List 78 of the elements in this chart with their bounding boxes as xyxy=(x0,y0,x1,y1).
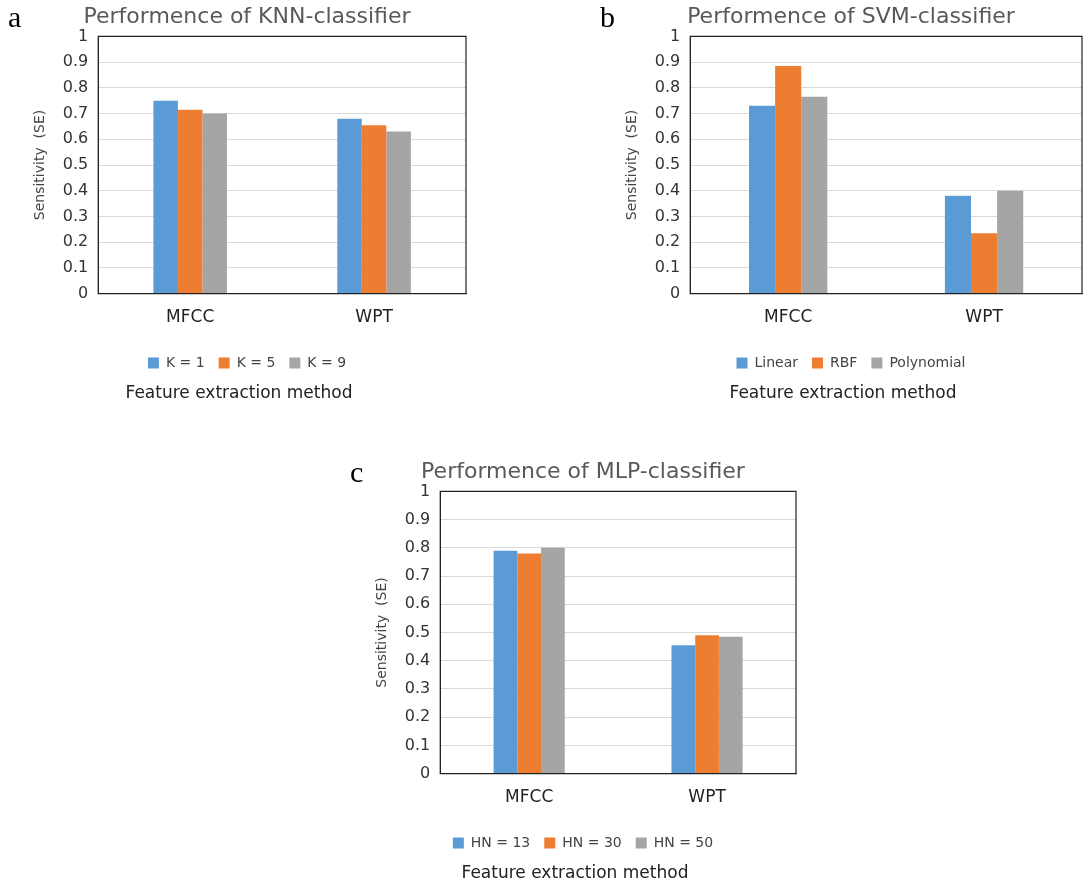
legend-label: HN = 50 xyxy=(653,833,714,850)
y-tick-label: 0.5 xyxy=(62,154,89,174)
bar xyxy=(541,547,565,774)
y-tick-label: 0.7 xyxy=(404,565,431,585)
y-axis-title: Sensitivity (SE) xyxy=(373,577,390,688)
bar xyxy=(386,131,411,294)
x-axis-title: Feature extraction method xyxy=(728,382,958,402)
legend-label: Linear xyxy=(754,353,799,370)
y-tick-label: 0.1 xyxy=(654,257,681,277)
legend-label: K = 1 xyxy=(165,353,205,370)
x-axis-title: Feature extraction method xyxy=(460,862,690,882)
x-tick-label: MFCC xyxy=(764,306,813,327)
y-tick-label: 0.4 xyxy=(404,649,431,669)
bar xyxy=(361,125,387,294)
bar xyxy=(801,96,828,294)
bar xyxy=(493,550,518,774)
legend-label: K = 5 xyxy=(236,353,276,370)
y-tick-label: 0 xyxy=(420,762,431,782)
y-tick-label: 0 xyxy=(78,282,89,302)
bar xyxy=(944,195,971,294)
y-tick-label: 0.6 xyxy=(62,128,89,148)
y-tick-label: 1 xyxy=(420,480,431,500)
y-tick-label: 0.5 xyxy=(654,154,681,174)
y-axis-title: Sensitivity (SE) xyxy=(623,109,640,221)
y-tick-label: 0.4 xyxy=(62,179,89,199)
bar xyxy=(202,113,227,294)
y-tick-label: 0.3 xyxy=(654,205,681,225)
y-tick-label: 0.9 xyxy=(654,51,681,71)
y-tick-label: 0.7 xyxy=(654,102,681,122)
x-tick-label: MFCC xyxy=(505,786,554,807)
y-tick-label: 0.8 xyxy=(654,77,681,96)
y-tick-label: 0.9 xyxy=(404,508,431,528)
x-tick-label: WPT xyxy=(965,306,1004,327)
y-tick-label: 0.2 xyxy=(404,706,431,726)
chart-title: Performence of KNN-classifier xyxy=(83,2,412,28)
y-tick-label: 0.9 xyxy=(62,51,89,71)
bar xyxy=(177,109,203,294)
text: b xyxy=(600,0,615,34)
y-tick-label: 1 xyxy=(78,25,89,45)
y-tick-label: 0.4 xyxy=(654,179,681,199)
y-tick-label: 0.8 xyxy=(62,77,89,96)
bar xyxy=(997,190,1024,294)
y-tick-label: 1 xyxy=(670,25,681,45)
y-tick-label: 0.3 xyxy=(62,205,89,225)
text: c xyxy=(350,455,364,489)
y-tick-label: 0.6 xyxy=(654,128,681,148)
bar xyxy=(775,65,802,294)
legend-label: HN = 30 xyxy=(562,833,622,850)
y-tick-label: 0.8 xyxy=(404,537,431,556)
y-tick-label: 0.5 xyxy=(404,621,431,641)
x-tick-label: WPT xyxy=(688,786,727,807)
y-tick-label: 0.2 xyxy=(654,231,681,251)
x-tick-label: MFCC xyxy=(166,306,215,327)
text: a xyxy=(8,0,22,34)
y-tick-label: 0 xyxy=(670,282,681,302)
y-tick-label: 0.7 xyxy=(62,102,89,122)
y-tick-label: 0.2 xyxy=(62,231,89,251)
x-tick-label: WPT xyxy=(355,306,394,327)
bar xyxy=(671,645,696,774)
y-tick-label: 0.6 xyxy=(404,593,431,613)
bar xyxy=(971,233,998,294)
chart-title: Performence of MLP-classifier xyxy=(421,457,746,483)
bar xyxy=(695,635,719,774)
legend-label: HN = 13 xyxy=(470,833,531,850)
bar xyxy=(718,636,743,774)
x-axis-title: Feature extraction method xyxy=(124,382,354,402)
bar xyxy=(517,553,542,774)
bar xyxy=(153,100,178,294)
y-tick-label: 0.3 xyxy=(404,678,431,698)
legend-label: Polynomial xyxy=(889,353,966,370)
y-tick-label: 0.1 xyxy=(404,734,431,754)
chart-title: Performence of SVM-classifier xyxy=(687,2,1016,28)
legend-label: K = 9 xyxy=(307,353,347,370)
y-tick-label: 0.1 xyxy=(62,257,89,277)
bar xyxy=(337,118,362,294)
y-axis-title: Sensitivity (SE) xyxy=(31,109,48,221)
legend-label: RBF xyxy=(830,353,858,370)
bar xyxy=(749,105,776,294)
